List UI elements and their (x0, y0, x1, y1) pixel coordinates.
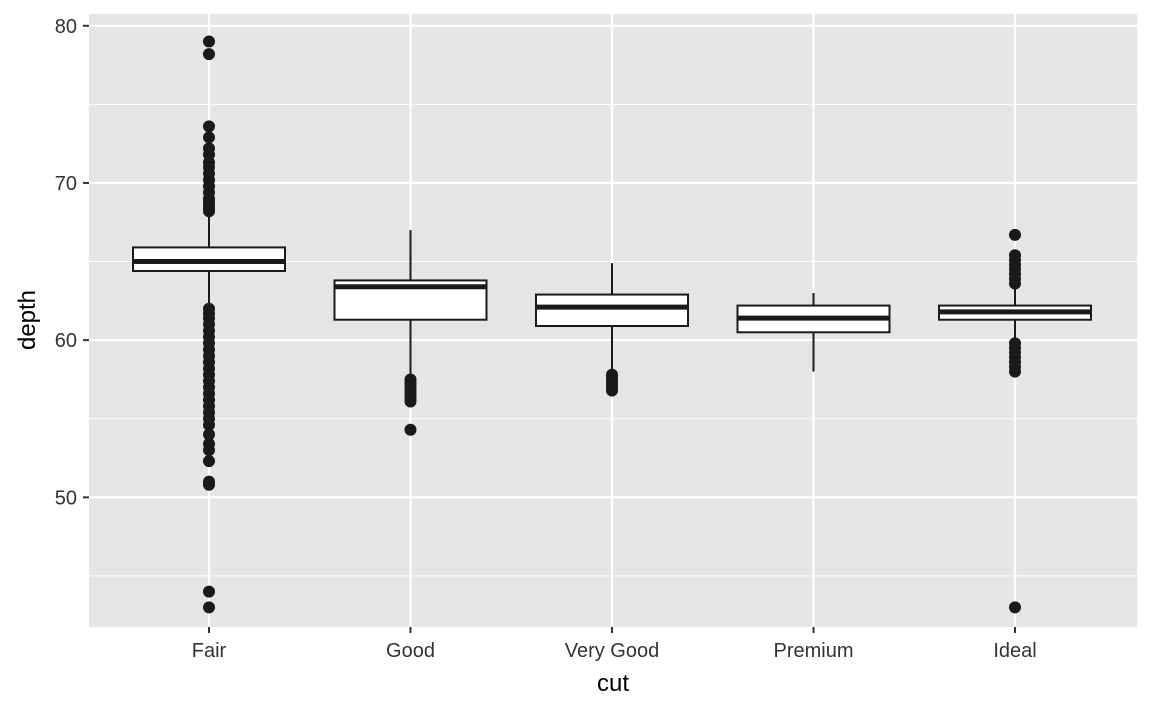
y-tick-label: 80 (55, 16, 77, 38)
box-premium (736, 292, 891, 372)
x-tick-label: Premium (773, 640, 853, 662)
box-ideal (938, 228, 1092, 614)
outlier-point (203, 601, 215, 614)
outlier-point (203, 428, 215, 441)
outlier-point (203, 35, 215, 48)
box-layer (132, 35, 1092, 614)
x-axis-title: cut (597, 670, 629, 697)
outlier-point (203, 455, 215, 468)
outlier-point (203, 120, 215, 133)
outlier-point (606, 384, 618, 397)
outlier-point (203, 419, 215, 432)
x-tick-label: Good (386, 640, 435, 662)
outlier-point (1009, 365, 1021, 378)
outlier-point (1009, 601, 1021, 614)
x-tick-label: Ideal (993, 640, 1036, 662)
outlier-point (203, 48, 215, 61)
outlier-point (203, 131, 215, 144)
y-tick-label: 60 (55, 330, 77, 352)
box-fair (132, 35, 286, 614)
outlier-point (404, 423, 417, 436)
y-tick-label: 70 (55, 173, 77, 195)
outlier-point (1009, 228, 1021, 241)
outlier-point (203, 205, 215, 218)
outlier-point (1009, 277, 1021, 290)
x-tick-label: Very Good (565, 640, 660, 662)
y-axis-title: depth (14, 290, 41, 350)
outlier-point (203, 585, 215, 598)
outlier-point (404, 395, 417, 408)
box-iqr (535, 293, 689, 328)
y-tick-label: 50 (55, 487, 77, 509)
axis-layer: 50 60 70 80 Fair Good Very Good Premium Ideal (55, 16, 1037, 662)
box-very-good (535, 263, 689, 397)
box-good (333, 230, 488, 436)
outlier-point (203, 444, 215, 457)
outlier-point (203, 478, 215, 491)
x-tick-label: Fair (192, 640, 227, 662)
